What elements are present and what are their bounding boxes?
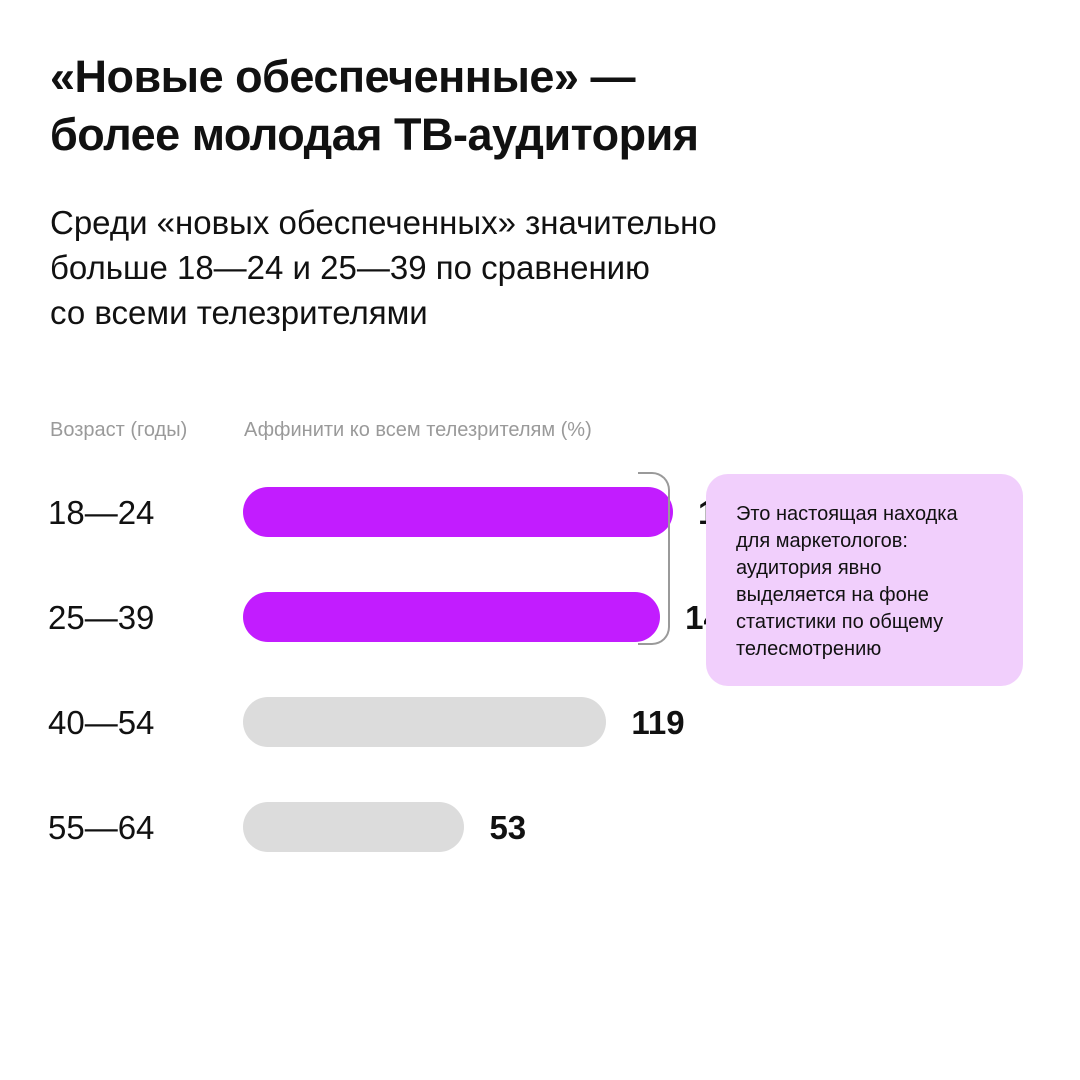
bar-value-label: 119 [631, 704, 685, 741]
chart-title-line-1: «Новые обеспеченные» — [50, 51, 635, 102]
callout-note: Это настоящая находка для маркетологов: … [706, 474, 1023, 686]
age-group-label: 18—24 [48, 494, 155, 531]
bar [243, 802, 465, 852]
bar [243, 592, 661, 642]
chart-subtitle: Среди «новых обеспеченных» значительно б… [50, 200, 1030, 335]
callout-line: выделяется на фоне [736, 584, 929, 606]
callout-line: для маркетологов: [736, 530, 908, 552]
bar-row: 40—54 119 [0, 697, 700, 749]
chart-subtitle-line-1: Среди «новых обеспеченных» значительно [50, 204, 717, 241]
callout-line: статистики по общему [736, 611, 944, 633]
age-group-label: 55—64 [48, 809, 155, 846]
bar-row: 18—24 150 [0, 487, 753, 539]
chart-title-line-2: более молодая ТВ-аудитория [50, 109, 699, 160]
highlight-bracket [638, 472, 670, 645]
age-axis-header: Возраст (годы) [50, 419, 188, 441]
bar [243, 697, 607, 747]
chart-title: «Новые обеспеченные» — более молодая ТВ-… [50, 48, 1030, 164]
age-group-label: 25—39 [48, 599, 155, 636]
chart-subtitle-line-2: больше 18—24 и 25—39 по сравнению [50, 249, 650, 286]
bar-row: 55—64 53 [0, 802, 700, 854]
callout-line: Это настоящая находка [736, 503, 958, 525]
bar [243, 487, 673, 537]
affinity-axis-header: Аффинити ко всем телезрителям (%) [244, 419, 592, 441]
chart-subtitle-line-3: со всеми телезрителями [50, 294, 428, 331]
callout-line: телесмотрению [736, 638, 882, 660]
callout-line: аудитория явно [736, 557, 882, 579]
bar-row: 25—39 144 [0, 592, 740, 644]
age-group-label: 40—54 [48, 704, 155, 741]
bar-value-label: 53 [489, 809, 527, 846]
